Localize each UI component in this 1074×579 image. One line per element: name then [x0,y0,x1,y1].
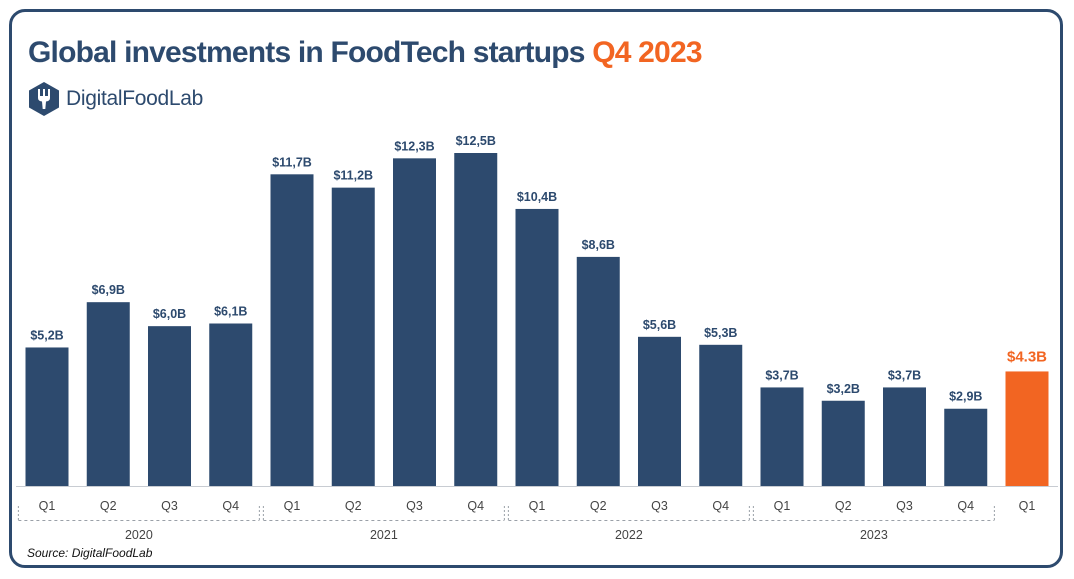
data-label-1: $5,2B [30,328,63,342]
year-label-1: 2020 [125,528,153,542]
bar-2 [86,302,130,486]
x-tick-label-15: Q3 [896,499,913,513]
data-label-9: $10,4B [517,190,557,204]
bar-3 [148,326,191,486]
x-tick-label-9: Q1 [529,499,546,513]
x-tick-label-7: Q3 [406,499,423,513]
title-accent: Q4 2023 [592,36,702,69]
data-label-4: $6,1B [214,305,247,319]
x-tick-label-1: Q1 [39,499,56,513]
chart-title: Global investments in FoodTech startups … [28,36,703,70]
bar-14 [821,400,865,486]
x-tick-label-14: Q2 [835,499,852,513]
year-label-3: 2022 [615,528,643,542]
x-tick-label-4: Q4 [222,499,239,513]
bar-11 [638,336,681,486]
fork-hexagon-icon [29,82,59,116]
year-label-2: 2021 [370,528,398,542]
bar-8 [454,153,498,486]
data-label-2: $6,9B [92,283,125,297]
bar-17 [1005,371,1049,486]
year-label-4: 2023 [860,528,888,542]
data-label-15: $3,7B [888,368,921,382]
data-label-11: $5,6B [643,318,676,332]
data-label-8: $12,5B [456,134,496,148]
x-tick-label-12: Q4 [712,499,729,513]
data-label-16: $2,9B [949,390,982,404]
bar-15 [883,387,926,486]
data-label-10: $8,6B [582,238,615,252]
bar-6 [331,187,375,486]
x-tick-label-8: Q4 [467,499,484,513]
bar-1 [25,347,69,486]
x-tick-label-13: Q1 [774,499,791,513]
data-label-3: $6,0B [153,307,186,321]
x-tick-label-6: Q2 [345,499,362,513]
bar-10 [576,256,620,486]
bar-9 [515,208,559,486]
bar-12 [699,344,743,486]
x-tick-label-16: Q4 [957,499,974,513]
x-tick-label-11: Q3 [651,499,668,513]
bar-7 [393,158,436,486]
x-tick-label-10: Q2 [590,499,607,513]
title-main: Global investments in FoodTech startups [28,36,585,69]
data-label-14: $3,2B [827,382,860,396]
bar-13 [760,387,804,486]
brand: DigitalFoodLab [28,80,203,118]
bar-4 [209,323,253,486]
data-label-13: $3,7B [765,368,798,382]
bar-16 [944,408,988,486]
data-label-17: $4.3B [1007,348,1047,365]
data-label-7: $12,3B [394,139,434,153]
data-label-12: $5,3B [704,326,737,340]
x-tick-label-17: Q1 [1019,499,1036,513]
x-tick-label-3: Q3 [161,499,178,513]
x-tick-label-5: Q1 [284,499,301,513]
x-tick-label-2: Q2 [100,499,117,513]
source-note: Source: DigitalFoodLab [27,546,153,560]
data-label-6: $11,2B [333,169,373,183]
brand-name: DigitalFoodLab [66,87,204,110]
bar-5 [270,174,314,486]
data-label-5: $11,7B [272,155,312,169]
